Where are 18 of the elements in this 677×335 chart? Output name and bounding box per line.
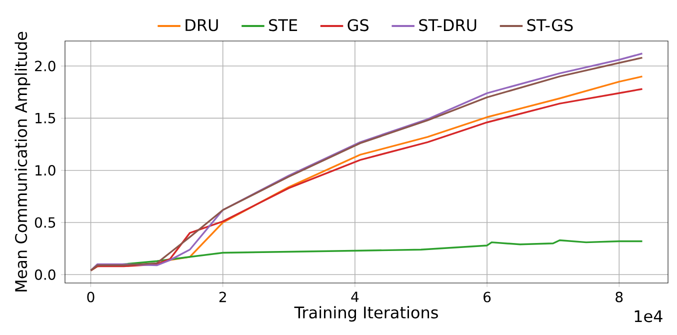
x-tick-label: 2 <box>219 292 226 302</box>
y-axis-title: Mean Communication Amplitude <box>14 32 30 292</box>
y-tick-label: 1.5 <box>36 112 56 124</box>
legend-label: STE <box>269 19 298 32</box>
x-tick-label: 4 <box>351 292 359 302</box>
legend-label: ST-DRU <box>419 19 476 32</box>
y-tick-label: 0.5 <box>34 217 56 228</box>
x-tick-label: 0 <box>87 292 94 302</box>
legend-label: DRU <box>186 19 218 32</box>
legend-label: GS <box>348 19 368 32</box>
x-tick-label: 6 <box>484 292 491 302</box>
text: 1e4 <box>634 310 662 322</box>
legend-label: ST-GS <box>527 19 573 32</box>
x-tick-label: 8 <box>616 292 623 302</box>
x-axis-title: Training Iterations <box>294 306 438 322</box>
y-tick-label: 1.0 <box>36 165 56 176</box>
y-tick-label: 0.0 <box>34 269 56 280</box>
y-tick-label: 2.0 <box>35 60 56 72</box>
